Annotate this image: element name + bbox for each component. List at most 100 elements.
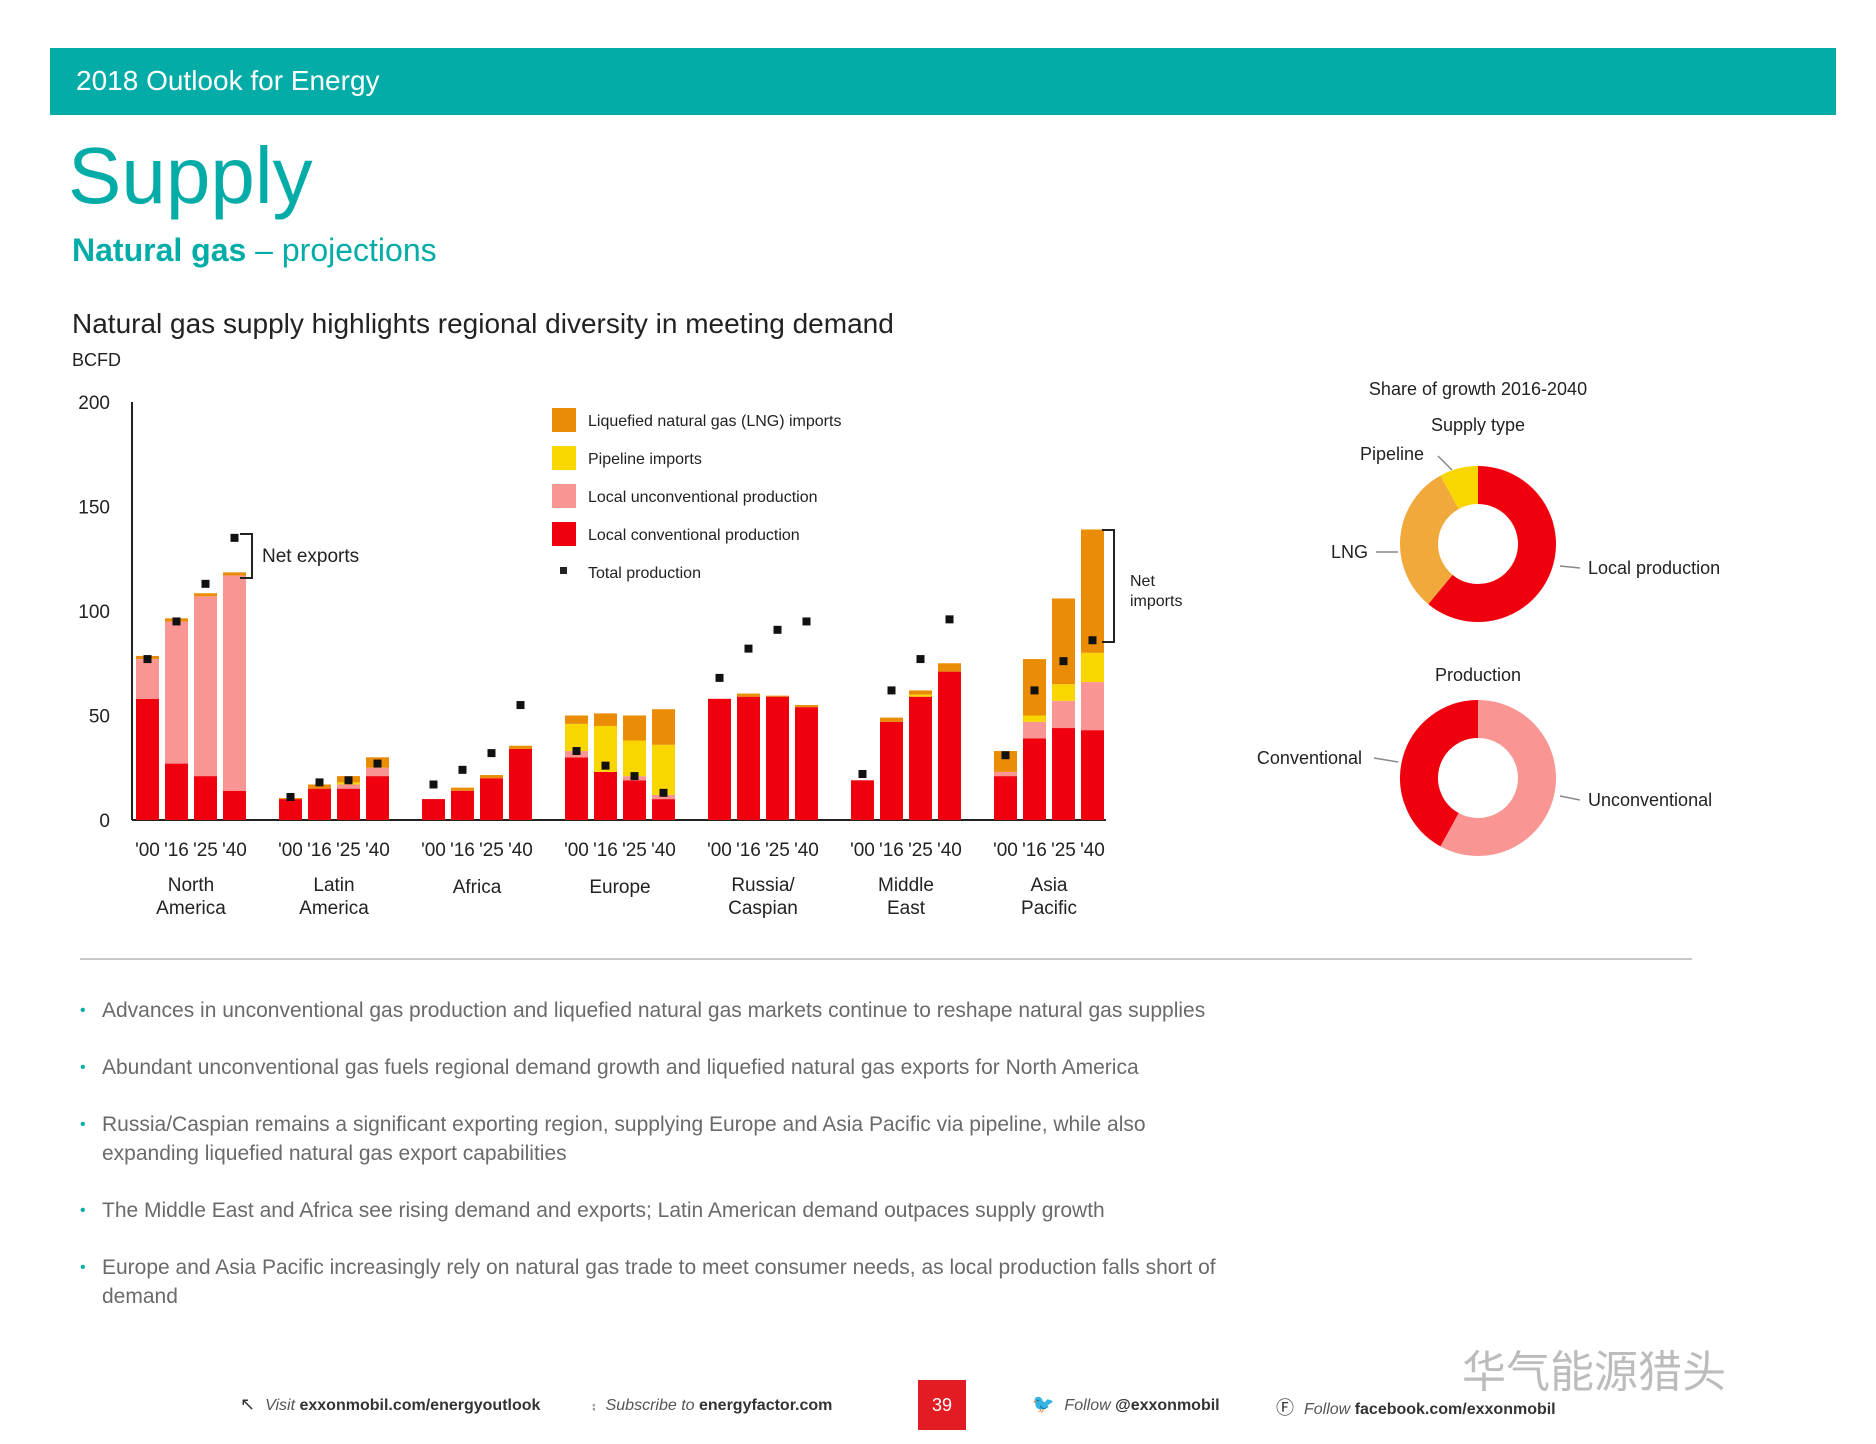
donut-title: Share of growth 2016-2040 (1369, 380, 1587, 399)
x-year-label: '25 (765, 840, 790, 861)
bar-segment-local-unconventional-production (194, 596, 217, 777)
legend-label: Liquefied natural gas (LNG) imports (588, 413, 841, 430)
bar-segment-pipeline-imports (909, 694, 932, 697)
x-year-label: '00 (850, 840, 875, 861)
bar-segment-liquefied-natural-gas-lng-imports (308, 784, 331, 789)
section-divider (80, 958, 1692, 960)
x-year-label: '00 (564, 840, 589, 861)
bar-segment-local-conventional-production (652, 799, 675, 820)
region-label: America (156, 898, 226, 919)
total-production-marker (143, 655, 152, 664)
total-production-marker (286, 793, 295, 802)
bar-segment-liquefied-natural-gas-lng-imports (623, 715, 646, 741)
bar-segment-local-conventional-production (1081, 730, 1104, 820)
footer-facebook[interactable]: Ⓕ Follow facebook.com/exxonmobil (1276, 1394, 1556, 1420)
chart-title: Natural gas supply highlights regional d… (72, 308, 894, 339)
x-year-label: '00 (421, 840, 446, 861)
x-year-label: '16 (164, 840, 189, 861)
bar-segment-liquefied-natural-gas-lng-imports (594, 713, 617, 726)
bar-segment-pipeline-imports (652, 744, 675, 795)
header-band: 2018 Outlook for Energy (50, 48, 1836, 115)
bar-segment-local-conventional-production (337, 788, 360, 820)
x-year-label: '25 (479, 840, 504, 861)
bar-segment-liquefied-natural-gas-lng-imports (480, 775, 503, 779)
bar-segment-liquefied-natural-gas-lng-imports (1081, 529, 1104, 653)
bar-segment-pipeline-imports (594, 725, 617, 772)
y-tick-label: 150 (78, 498, 110, 519)
footer: ↖ Visit exxonmobil.com/energyoutlook ⨾ Sub… (0, 1380, 1876, 1440)
bar-segment-liquefied-natural-gas-lng-imports (565, 715, 588, 724)
bar-segment-local-conventional-production (136, 698, 159, 820)
rss-icon: ⨾ (592, 1394, 596, 1414)
bar-segment-local-conventional-production (366, 776, 389, 820)
donut-slice-conventional (1400, 700, 1479, 847)
region-label: Africa (453, 877, 502, 898)
bar-segment-local-conventional-production (223, 790, 246, 820)
total-production-marker (572, 747, 581, 756)
net-imports-label: Net (1130, 573, 1155, 590)
x-year-label: '25 (1051, 840, 1076, 861)
y-tick-label: 50 (89, 707, 110, 728)
bar-segment-local-unconventional-production (223, 575, 246, 791)
watermark-text: 华气能源猎头 (1462, 1348, 1726, 1397)
x-year-label: '00 (707, 840, 732, 861)
bar-segment-local-conventional-production (766, 696, 789, 820)
donut-subtitle: Supply type (1431, 415, 1525, 435)
x-year-label: '16 (307, 840, 332, 861)
bar-segment-liquefied-natural-gas-lng-imports (1052, 598, 1075, 685)
bar-segment-local-conventional-production (509, 748, 532, 820)
bar-segment-local-unconventional-production (366, 767, 389, 777)
total-production-marker (659, 788, 668, 797)
bullet-item: Advances in unconventional gas productio… (80, 996, 1230, 1025)
region-label: Russia/ (731, 875, 795, 896)
footer-facebook-link[interactable]: facebook.com/exxonmobil (1354, 1401, 1556, 1418)
bar-segment-local-conventional-production (165, 763, 188, 820)
total-production-marker (1059, 657, 1068, 666)
total-production-marker (945, 615, 954, 624)
bar-segment-local-conventional-production (451, 790, 474, 820)
bar-segment-local-conventional-production (880, 721, 903, 820)
legend-swatch (552, 484, 576, 508)
total-production-marker (1001, 751, 1010, 760)
facebook-icon: Ⓕ (1276, 1398, 1294, 1418)
bar-segment-local-conventional-production (565, 757, 588, 820)
region-label: East (887, 898, 926, 919)
footer-visit[interactable]: ↖ Visit exxonmobil.com/energyoutlook (240, 1394, 540, 1415)
footer-visit-link[interactable]: exxonmobil.com/energyoutlook (299, 1397, 541, 1414)
total-production-marker (630, 772, 639, 781)
footer-visit-prefix: Visit (265, 1397, 300, 1414)
bar-segment-pipeline-imports (1023, 715, 1046, 722)
legend-label: Pipeline imports (588, 451, 702, 468)
footer-twitter-link[interactable]: @exxonmobil (1115, 1397, 1220, 1414)
footer-twitter[interactable]: 🐦 Follow @exxonmobil (1032, 1394, 1220, 1415)
legend-label: Total production (588, 565, 701, 582)
bar-segment-local-conventional-production (422, 799, 445, 820)
x-year-label: '00 (135, 840, 160, 861)
bar-segment-liquefied-natural-gas-lng-imports (880, 717, 903, 722)
x-year-label: '16 (1022, 840, 1047, 861)
footer-subscribe-prefix: Subscribe to (605, 1397, 699, 1414)
bar-segment-local-conventional-production (795, 707, 818, 820)
bullet-list: Advances in unconventional gas productio… (80, 996, 1230, 1339)
legend-label: Local unconventional production (588, 489, 818, 506)
x-year-label: '25 (622, 840, 647, 861)
x-year-label: '25 (908, 840, 933, 861)
footer-subscribe[interactable]: ⨾ Subscribe to energyfactor.com (592, 1394, 832, 1415)
total-production-marker (230, 533, 239, 542)
bar-segment-pipeline-imports (565, 723, 588, 752)
page-number: 39 (918, 1380, 966, 1430)
bullet-item: Europe and Asia Pacific increasingly rel… (80, 1253, 1230, 1311)
bar-segment-local-conventional-production (708, 698, 731, 820)
total-production-marker (601, 761, 610, 770)
total-production-marker (1030, 686, 1039, 695)
x-year-label: '40 (222, 840, 247, 861)
bar-segment-liquefied-natural-gas-lng-imports (909, 690, 932, 695)
donut-leader-line (1373, 757, 1399, 763)
bar-segment-liquefied-natural-gas-lng-imports (652, 709, 675, 745)
bar-segment-liquefied-natural-gas-lng-imports (737, 693, 760, 697)
subtitle-rest: – projections (246, 232, 437, 268)
total-production-marker (802, 617, 811, 626)
cursor-icon: ↖ (240, 1394, 256, 1414)
footer-subscribe-link[interactable]: energyfactor.com (699, 1397, 833, 1414)
total-production-marker (429, 780, 438, 789)
